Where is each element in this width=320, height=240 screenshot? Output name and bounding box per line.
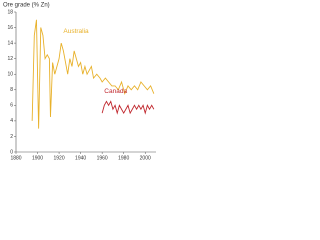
- y-tick-label: 12: [7, 56, 13, 62]
- series-line: [31, 19, 155, 129]
- x-tick-label: 1940: [75, 155, 86, 161]
- x-tick-label: 1960: [97, 155, 108, 161]
- series-label: Australia: [63, 28, 89, 35]
- x-tick-label: 2000: [140, 155, 151, 161]
- y-tick-label: 0: [10, 149, 13, 155]
- y-tick-label: 10: [7, 72, 13, 78]
- x-tick-label: 1980: [118, 155, 129, 161]
- x-tick-label: 1880: [10, 155, 21, 161]
- y-tick-label: 8: [10, 87, 13, 93]
- y-tick-label: 16: [7, 25, 13, 31]
- y-tick-label: 2: [10, 134, 13, 140]
- series-line: [101, 100, 155, 115]
- x-tick-label: 1900: [32, 155, 43, 161]
- y-tick-label: 18: [7, 9, 13, 15]
- series-label: Canada: [104, 88, 127, 95]
- y-tick-label: 6: [10, 103, 13, 109]
- y-tick-label: 4: [10, 118, 13, 124]
- chart: Ore grade (% Zn) 0 2 4 6 8 10 12 14 16 18 1880 1900…: [3, 3, 156, 161]
- chart-title: Ore grade (% Zn): [3, 3, 50, 9]
- x-tick-label: 1920: [54, 155, 65, 161]
- y-tick-label: 14: [7, 40, 13, 46]
